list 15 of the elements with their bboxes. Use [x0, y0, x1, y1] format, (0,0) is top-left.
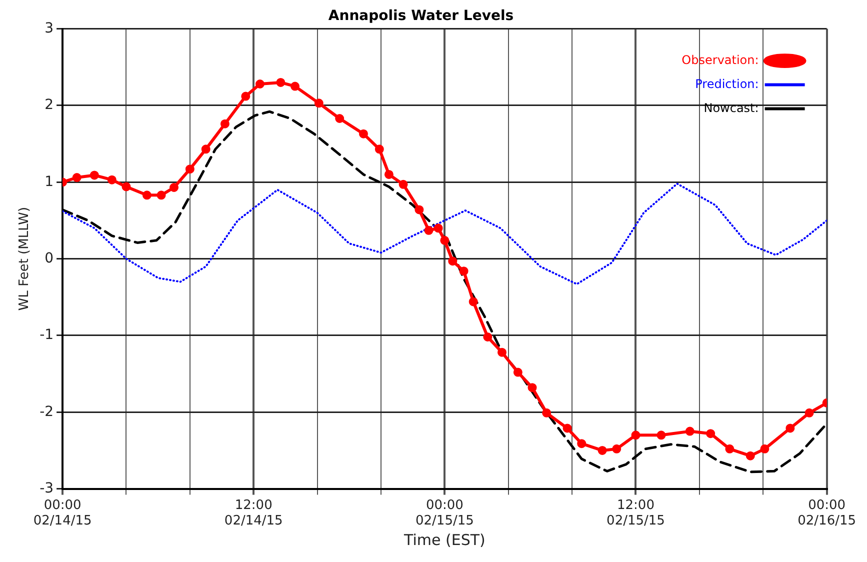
chart-title: Annapolis Water Levels [328, 8, 514, 24]
x-axis-title: Time (EST) [403, 530, 486, 549]
y-tick-label: -1 [40, 327, 54, 344]
x-tick-label: 12:00 02/15/15 [606, 498, 665, 529]
x-tick-label: 00:00 02/15/15 [415, 498, 474, 529]
y-tick-label: 2 [44, 97, 54, 114]
y-tick-label: -2 [40, 404, 54, 420]
y-tick-label: -3 [40, 480, 54, 496]
x-tick-label: 00:00 02/16/15 [798, 498, 856, 529]
x-tick-label: 12:00 02/14/15 [224, 498, 283, 529]
y-axis-title: WL Feet (MLLW) [17, 206, 32, 311]
y-tick-label: 3 [44, 20, 54, 36]
y-tick-label: 1 [44, 174, 54, 190]
y-tick-label: 0 [44, 250, 54, 266]
x-tick-label: 00:00 02/14/15 [33, 498, 92, 529]
